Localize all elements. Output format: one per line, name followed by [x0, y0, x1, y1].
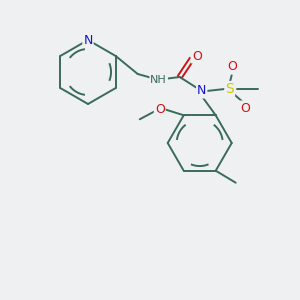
- Text: N: N: [197, 85, 206, 98]
- Text: O: O: [240, 101, 250, 115]
- Text: NH: NH: [150, 75, 167, 85]
- Text: S: S: [225, 82, 234, 96]
- Text: O: O: [192, 50, 202, 62]
- Text: O: O: [227, 61, 237, 74]
- Text: N: N: [83, 34, 93, 46]
- Text: O: O: [155, 103, 165, 116]
